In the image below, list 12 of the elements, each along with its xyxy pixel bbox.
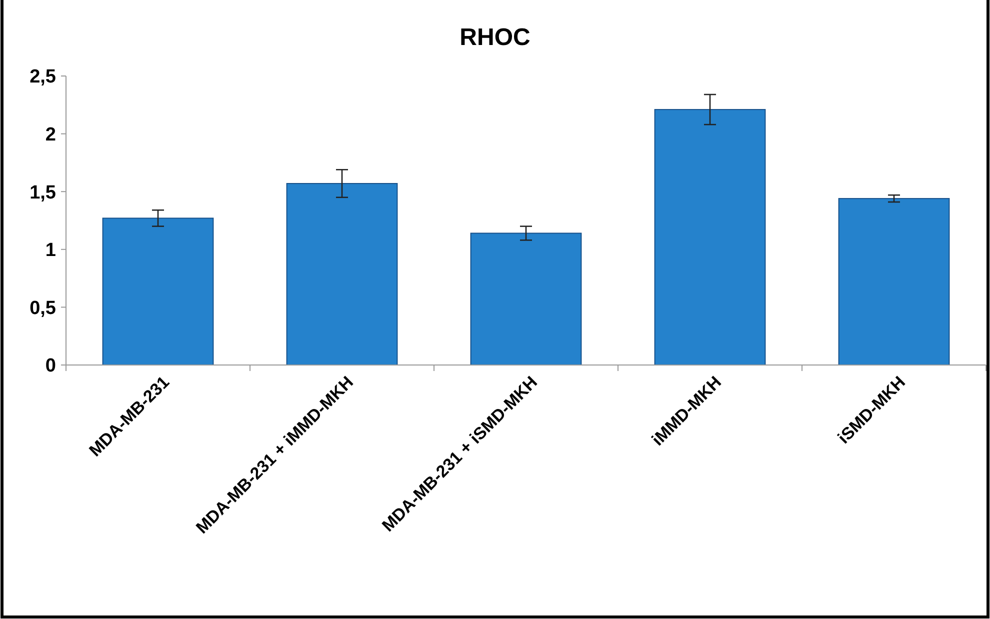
bar bbox=[654, 109, 766, 366]
bar bbox=[470, 232, 582, 366]
chart-title: RHOC bbox=[460, 24, 530, 51]
bar bbox=[838, 198, 950, 366]
y-tick-label: 2,5 bbox=[30, 66, 56, 88]
y-tick-label: 1,5 bbox=[30, 182, 56, 204]
bar bbox=[286, 183, 398, 366]
y-tick-label: 2 bbox=[45, 124, 56, 146]
y-tick-label: 1 bbox=[45, 240, 56, 262]
bar bbox=[102, 218, 214, 366]
y-tick-label: 0 bbox=[45, 356, 56, 377]
y-tick-label: 0,5 bbox=[30, 298, 56, 319]
